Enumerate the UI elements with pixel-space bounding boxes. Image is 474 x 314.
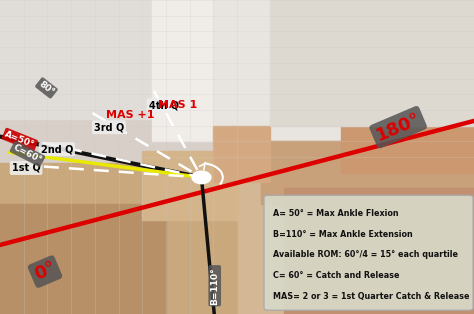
Bar <box>0 204 166 314</box>
Bar <box>213 126 270 182</box>
Text: B=110°: B=110° <box>210 267 219 305</box>
Text: A=50°: A=50° <box>4 130 36 150</box>
Bar <box>0 163 237 314</box>
Text: 2nd Q: 2nd Q <box>41 144 73 154</box>
Text: 4th Q: 4th Q <box>148 100 179 110</box>
Text: MAS= 2 or 3 = 1st Quarter Catch & Release: MAS= 2 or 3 = 1st Quarter Catch & Releas… <box>273 292 470 301</box>
Bar <box>261 141 474 204</box>
Circle shape <box>192 171 211 184</box>
Text: MAS 1: MAS 1 <box>158 100 197 110</box>
Bar <box>237 141 474 314</box>
Bar <box>270 0 474 126</box>
Text: A= 50° = Max Ankle Flexion: A= 50° = Max Ankle Flexion <box>273 209 399 218</box>
Bar <box>142 151 237 220</box>
Text: 1st Q: 1st Q <box>12 163 40 173</box>
FancyBboxPatch shape <box>264 195 473 310</box>
Text: 180°: 180° <box>373 110 423 144</box>
Bar <box>213 0 474 157</box>
Bar <box>0 0 213 119</box>
Text: MAS +1: MAS +1 <box>106 110 155 120</box>
Bar <box>152 0 270 141</box>
Text: Available ROM: 60°/4 = 15° each quartile: Available ROM: 60°/4 = 15° each quartile <box>273 250 458 259</box>
Text: C=60°: C=60° <box>11 143 44 165</box>
Text: 0°: 0° <box>32 259 58 284</box>
Bar <box>341 78 474 173</box>
Bar <box>284 188 474 314</box>
Bar <box>0 0 237 173</box>
Text: 80°: 80° <box>37 79 56 97</box>
Text: 3rd Q: 3rd Q <box>94 122 124 132</box>
Text: C= 60° = Catch and Release: C= 60° = Catch and Release <box>273 271 400 280</box>
Text: B=110° = Max Ankle Extension: B=110° = Max Ankle Extension <box>273 230 413 239</box>
